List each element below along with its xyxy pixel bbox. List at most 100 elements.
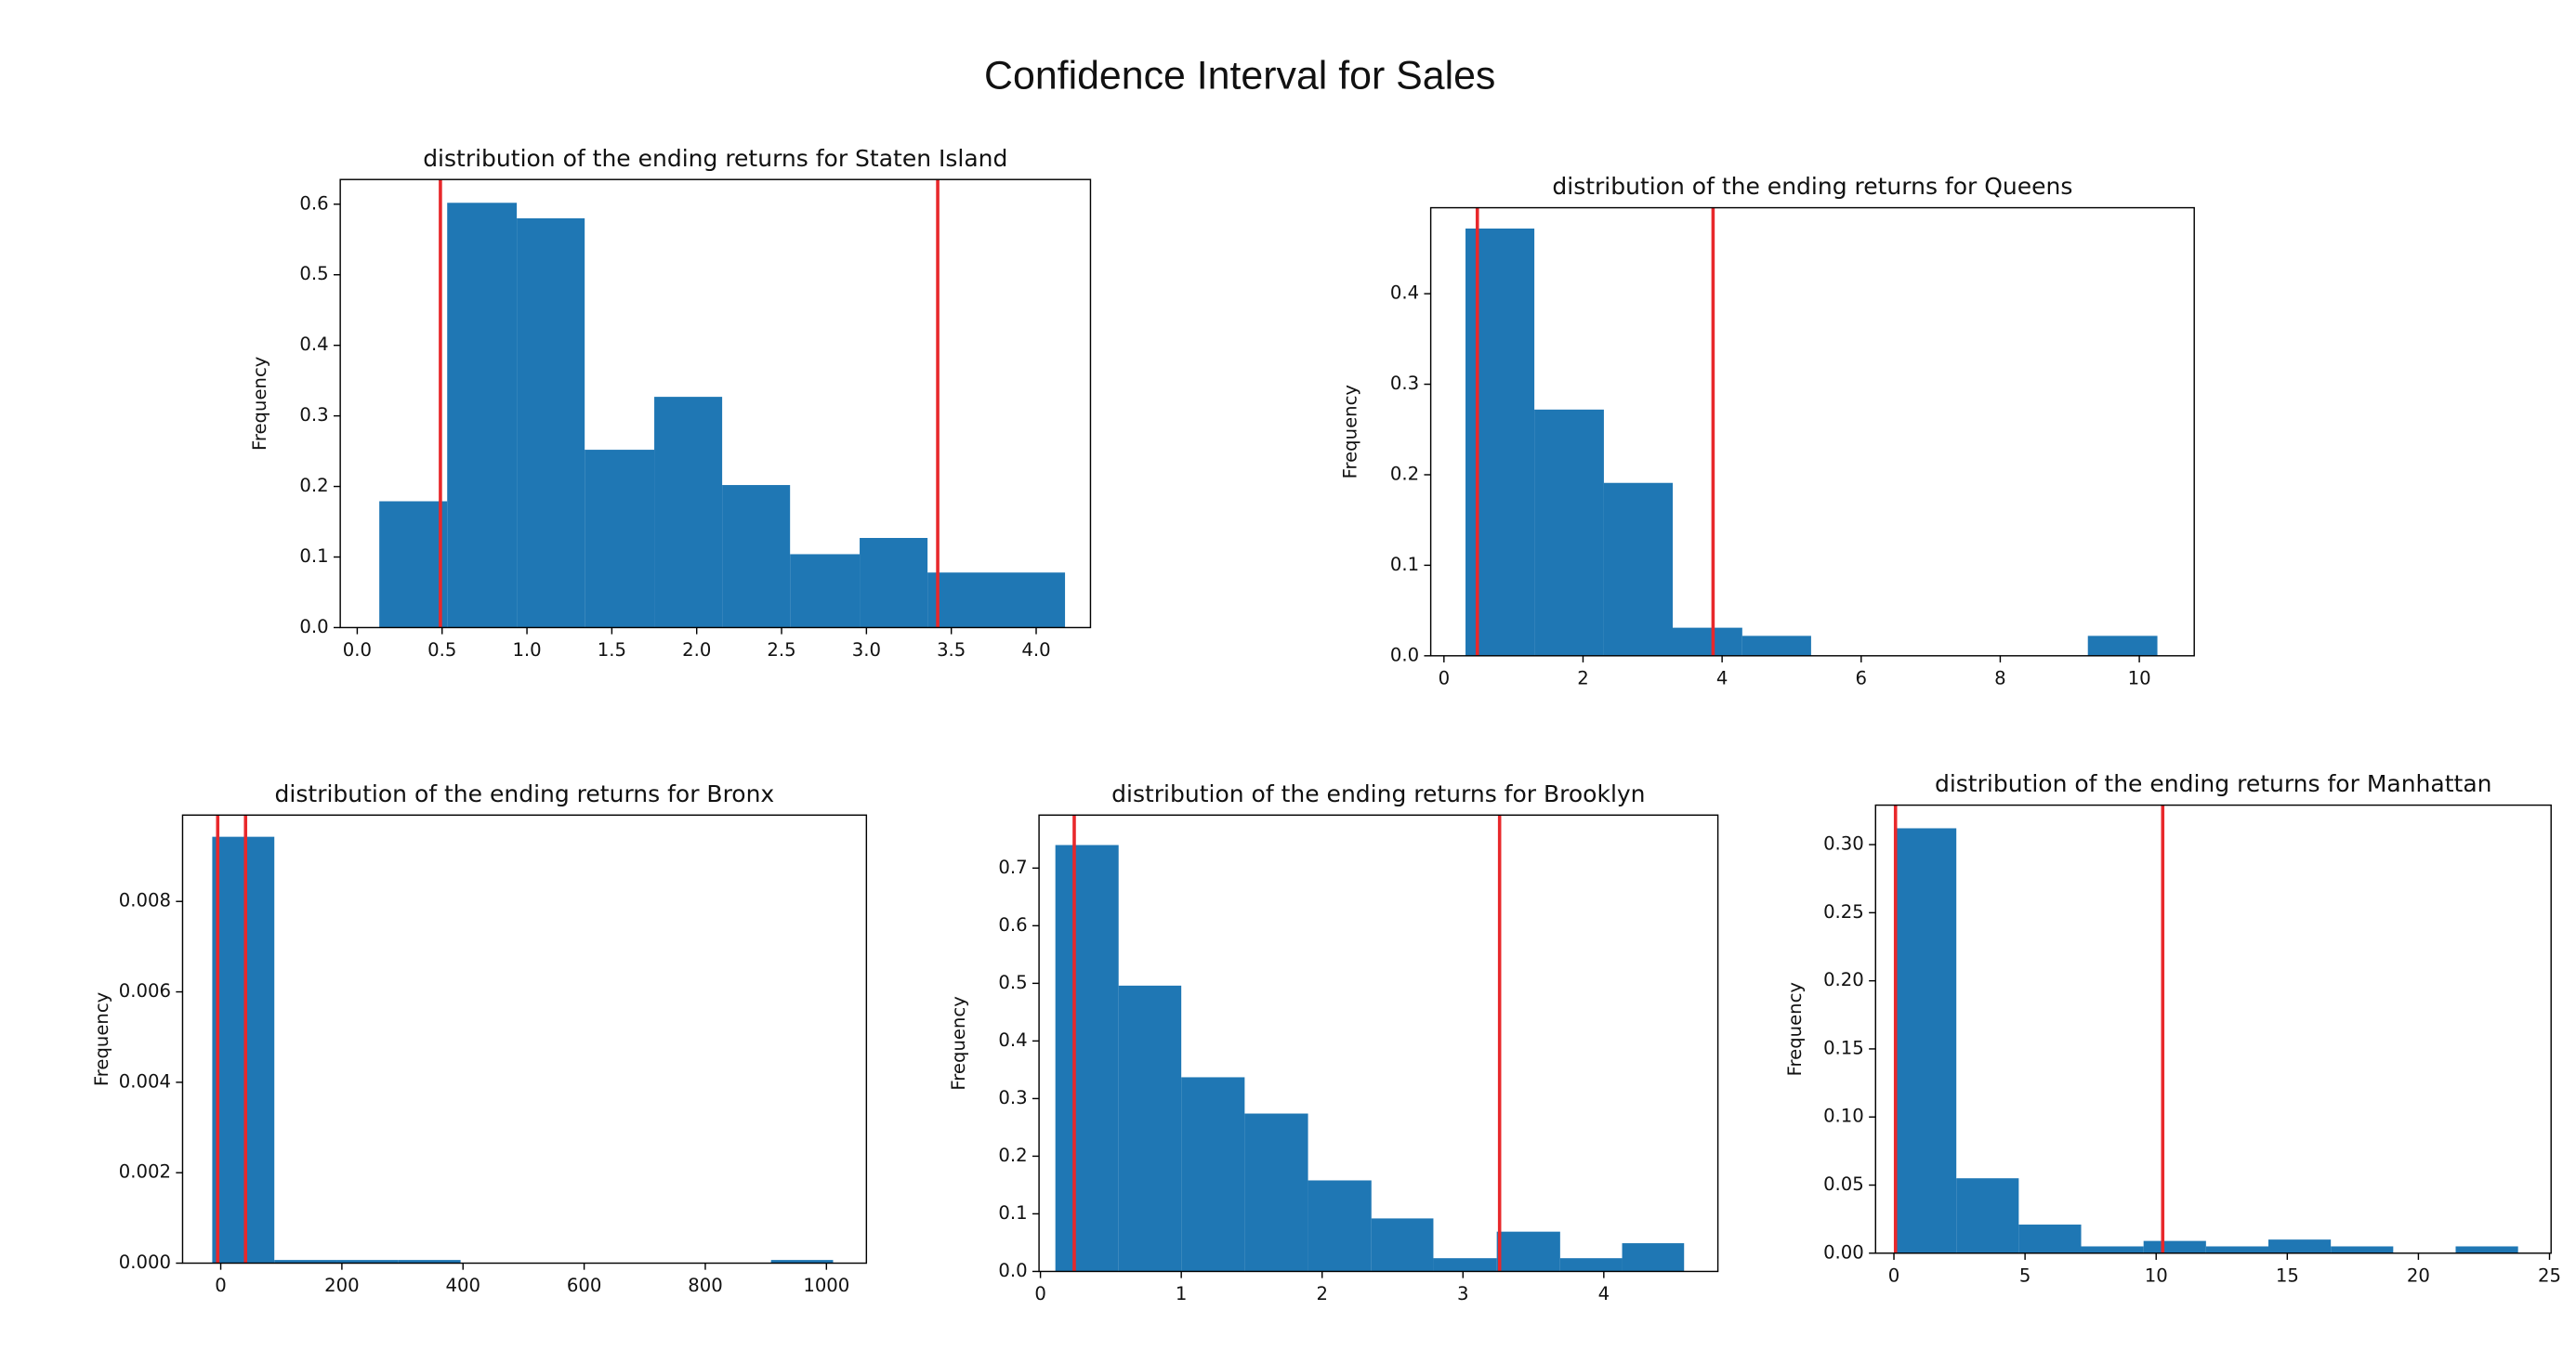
chart-title: distribution of the ending returns for B…: [275, 780, 775, 807]
y-tick-label: 0.10: [1823, 1106, 1864, 1127]
hist-bar: [1956, 1178, 2019, 1253]
x-tick-label: 0.0: [343, 639, 372, 661]
y-tick-label: 0.7: [998, 857, 1027, 878]
y-tick-label: 0.20: [1823, 969, 1864, 990]
x-tick-label: 600: [567, 1275, 601, 1296]
y-axis-label: Frequency: [948, 996, 969, 1091]
hist-bar: [1181, 1077, 1245, 1272]
hist-bar: [1496, 1231, 1560, 1272]
y-tick-label: 0.6: [998, 914, 1027, 936]
y-tick-label: 0.3: [1390, 373, 1419, 394]
hist-bar: [2205, 1246, 2269, 1253]
x-tick-label: 400: [446, 1275, 480, 1296]
y-tick-label: 0.3: [998, 1087, 1027, 1108]
hist-bar: [2268, 1239, 2332, 1253]
plot-frame: [1429, 206, 2195, 657]
x-tick-label: 6: [1856, 667, 1867, 688]
x-tick-label: 1.0: [512, 639, 541, 661]
x-tick-label: 4: [1716, 667, 1728, 688]
hist-bar: [585, 450, 655, 628]
hist-bar: [1308, 1180, 1372, 1272]
hist-bar: [722, 485, 791, 628]
hist-bar: [1534, 409, 1604, 656]
hist-bar: [770, 1260, 834, 1264]
y-axis-label: Frequency: [1339, 385, 1360, 479]
x-tick-label: 2: [1577, 667, 1589, 688]
y-tick-label: 0.002: [119, 1161, 171, 1183]
hist-bar: [336, 1260, 399, 1264]
y-tick-label: 0.004: [119, 1070, 171, 1092]
hist-bar: [1055, 845, 1119, 1272]
plot-frame: [1874, 804, 2552, 1254]
x-tick-label: 10: [2128, 667, 2151, 688]
x-tick-label: 0: [1888, 1265, 1900, 1286]
y-axis-label: Frequency: [249, 356, 270, 451]
chart-title: distribution of the ending returns for S…: [423, 145, 1007, 172]
hist-bar: [1433, 1258, 1497, 1272]
hist-bar: [398, 1260, 461, 1264]
y-tick-label: 0.2: [299, 475, 328, 496]
y-tick-label: 0.6: [299, 192, 328, 214]
x-tick-label: 1.5: [598, 639, 626, 661]
x-tick-label: 0.5: [427, 639, 456, 661]
hist-bar: [1673, 627, 1742, 656]
y-tick-label: 0.2: [1390, 463, 1419, 484]
hist-bar: [1622, 1243, 1685, 1272]
x-tick-label: 0: [1439, 667, 1450, 688]
x-tick-label: 1: [1176, 1283, 1188, 1304]
x-tick-label: 800: [688, 1275, 722, 1296]
x-tick-label: 4: [1598, 1283, 1610, 1304]
hist-bar: [2143, 1240, 2206, 1253]
x-tick-label: 4.0: [1021, 639, 1050, 661]
hist-bar: [996, 572, 1066, 628]
plot-frame: [1038, 814, 1719, 1273]
x-tick-label: 10: [2145, 1265, 2168, 1286]
y-tick-label: 0.30: [1823, 833, 1864, 855]
y-tick-label: 0.2: [998, 1145, 1027, 1166]
x-tick-label: 2.0: [682, 639, 711, 661]
chart-title: distribution of the ending returns for B…: [1111, 780, 1645, 807]
y-tick-label: 0.1: [299, 545, 328, 567]
x-tick-label: 200: [324, 1275, 359, 1296]
x-tick-label: 2: [1316, 1283, 1328, 1304]
y-tick-label: 0.05: [1823, 1173, 1864, 1195]
x-tick-label: 2.5: [767, 639, 795, 661]
y-tick-label: 0.0: [1390, 644, 1419, 665]
chart-title: distribution of the ending returns for Q…: [1552, 173, 2072, 200]
x-tick-label: 8: [1994, 667, 2006, 688]
x-tick-label: 20: [2407, 1265, 2430, 1286]
hist-bar: [2087, 636, 2158, 656]
y-tick-label: 0.4: [299, 334, 328, 355]
hist-bar: [860, 538, 928, 628]
plot-frame: [181, 814, 868, 1265]
y-tick-label: 0.3: [299, 404, 328, 426]
hist-bar: [2331, 1246, 2394, 1253]
y-tick-label: 0.5: [299, 263, 328, 284]
y-tick-label: 0.4: [998, 1029, 1027, 1051]
hist-bar: [274, 1260, 337, 1264]
hist-bar: [2018, 1225, 2082, 1253]
hist-bar: [1118, 985, 1182, 1272]
y-tick-label: 0.006: [119, 980, 171, 1002]
plot-frame: [339, 178, 1092, 629]
y-tick-label: 0.00: [1823, 1241, 1864, 1263]
hist-bar: [447, 203, 518, 628]
hist-bar: [1244, 1113, 1308, 1272]
hist-bar: [1741, 636, 1811, 656]
chart-title: distribution of the ending returns for M…: [1935, 770, 2492, 797]
hist-bar: [654, 397, 723, 628]
y-tick-label: 0.4: [1390, 282, 1419, 304]
x-tick-label: 3.5: [937, 639, 966, 661]
x-tick-label: 0: [215, 1275, 227, 1296]
y-tick-label: 0.000: [119, 1252, 171, 1273]
y-tick-label: 0.008: [119, 890, 171, 911]
figure-title: Confidence Interval for Sales: [984, 54, 1495, 98]
x-tick-label: 3.0: [852, 639, 881, 661]
x-tick-label: 5: [2019, 1265, 2031, 1286]
y-axis-label: Frequency: [1784, 982, 1806, 1077]
hist-bar: [790, 554, 861, 628]
hist-bar: [2081, 1246, 2144, 1253]
y-tick-label: 0.15: [1823, 1037, 1864, 1058]
